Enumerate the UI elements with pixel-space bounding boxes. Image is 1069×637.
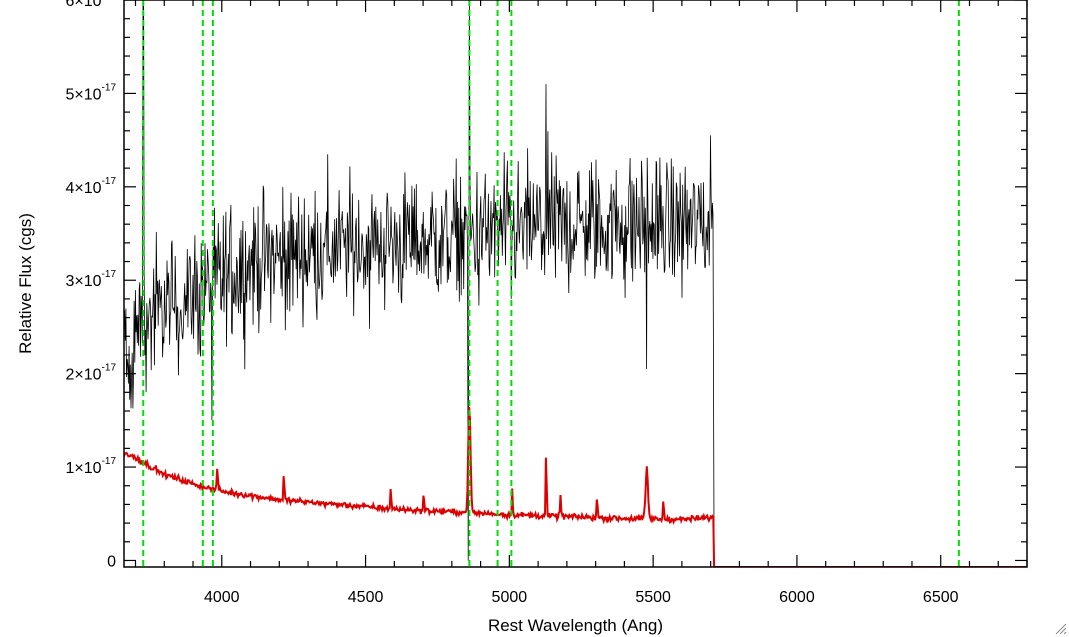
y-tick-label: 5×10-17	[66, 82, 117, 103]
x-tick-label: 4000	[204, 589, 240, 606]
x-tick-label: 5000	[492, 589, 528, 606]
y-tick-exponent: -17	[102, 176, 117, 187]
y-tick-exponent: -17	[102, 363, 117, 374]
y-tick-label: 1×10-17	[66, 456, 117, 477]
x-tick-label: 6500	[923, 589, 959, 606]
series-model-spectrum	[124, 406, 1027, 567]
series-observed-spectrum	[124, 0, 715, 567]
y-tick-label: 6×10-17	[66, 0, 117, 10]
y-tick-label: 4×10-17	[66, 176, 117, 197]
y-tick-label: 3×10-17	[66, 269, 117, 290]
y-axis-title: Relative Flux (cgs)	[16, 213, 35, 354]
y-tick-mantissa: 3×10	[66, 273, 102, 290]
y-tick-exponent: -17	[102, 82, 117, 93]
y-tick-exponent: -17	[102, 269, 117, 280]
x-tick-label: 6000	[779, 589, 815, 606]
y-tick-mantissa: 6×10	[66, 0, 102, 10]
y-tick-mantissa: 4×10	[66, 180, 102, 197]
plot-frame	[123, 0, 1028, 568]
y-tick-exponent: -17	[102, 456, 117, 467]
y-tick-label: 0	[107, 553, 116, 570]
axis-ticks	[124, 0, 1028, 567]
x-tick-label: 4500	[348, 589, 384, 606]
plot-area	[124, 0, 1027, 567]
resize-grip-icon[interactable]	[1053, 621, 1067, 635]
y-tick-label: 2×10-17	[66, 363, 117, 384]
x-tick-label: 5500	[635, 589, 671, 606]
y-tick-mantissa: 1×10	[66, 460, 102, 477]
y-tick-mantissa: 5×10	[66, 86, 102, 103]
y-tick-mantissa: 2×10	[66, 367, 102, 384]
x-axis-title: Rest Wavelength (Ang)	[488, 616, 663, 635]
tick-labels: 4000 4500 5000 5500 6000 650001×10-172×10-173…	[66, 0, 959, 606]
